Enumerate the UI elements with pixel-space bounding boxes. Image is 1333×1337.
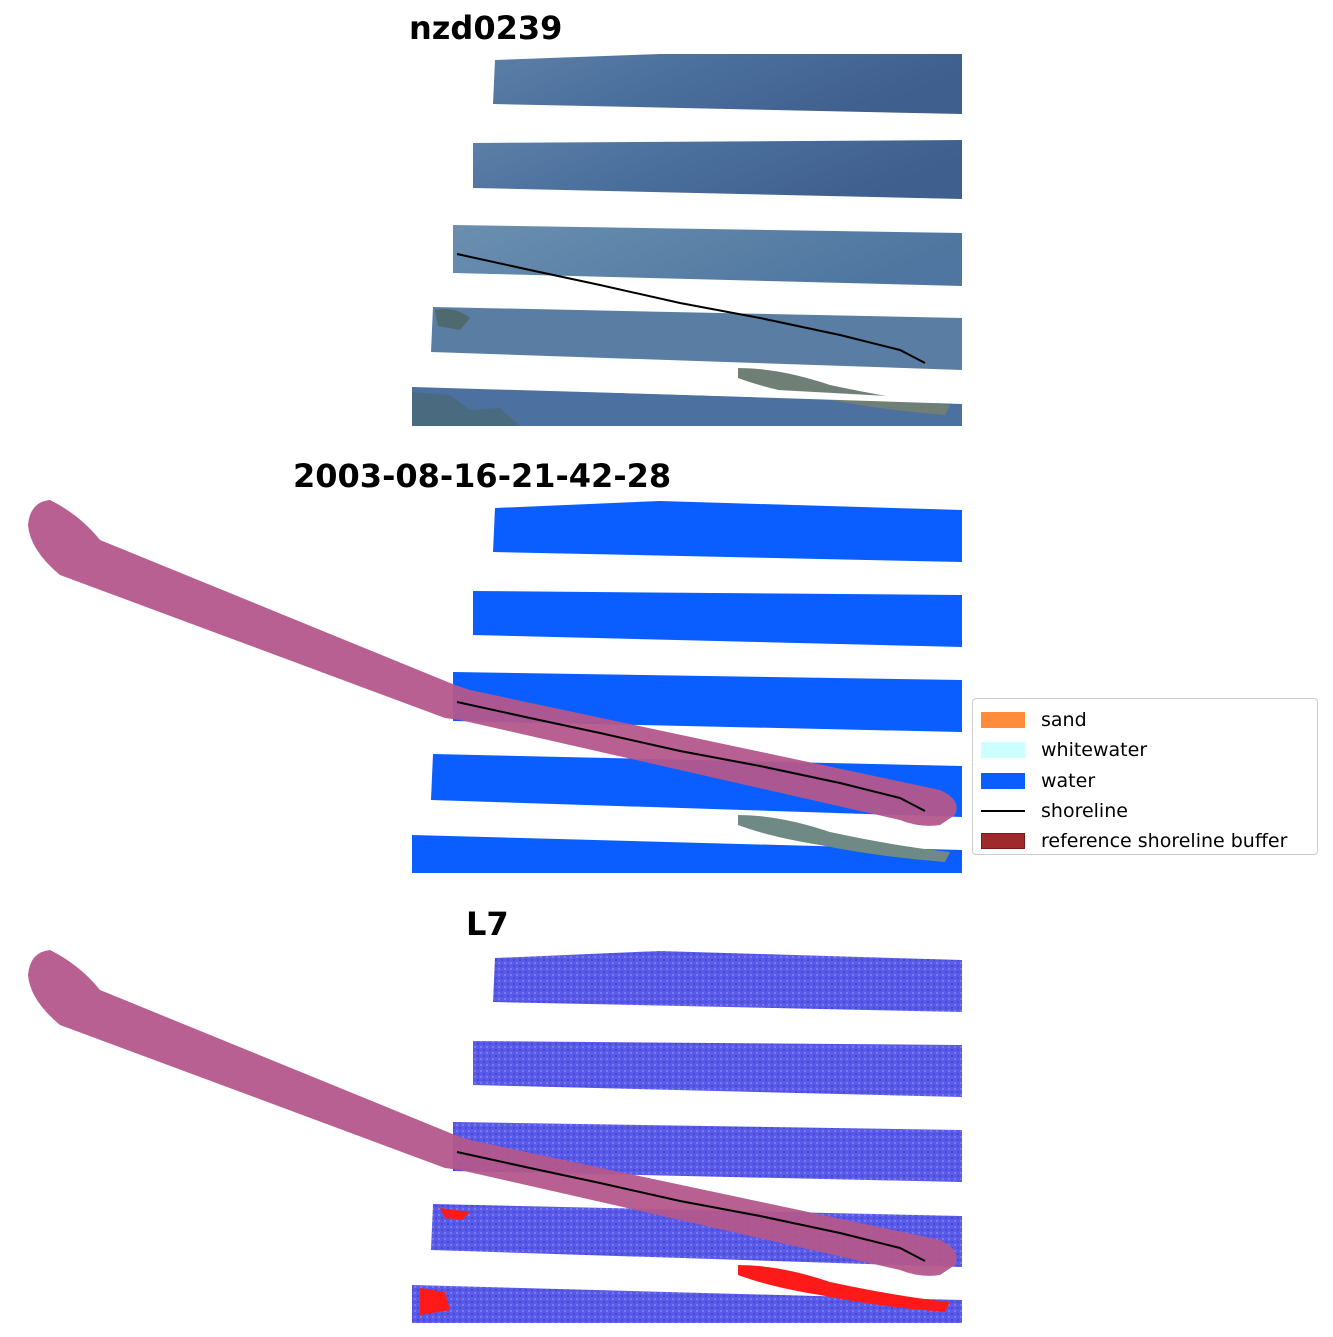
rgb-swath-4 <box>431 307 962 370</box>
legend-item-water: water <box>981 766 1309 796</box>
legend-label: whitewater <box>1041 739 1148 762</box>
legend-item-reference-buffer: reference shoreline buffer <box>981 826 1309 856</box>
legend-label: sand <box>1041 709 1087 732</box>
legend: sand whitewater water shoreline referenc… <box>972 698 1318 855</box>
legend-swatch-whitewater <box>981 742 1025 759</box>
rgb-swath-1 <box>493 54 962 114</box>
gap-stripe <box>412 370 962 404</box>
index-land-spit <box>738 1265 950 1312</box>
legend-label: shoreline <box>1041 800 1128 823</box>
reference-buffer <box>28 950 957 1276</box>
shoreline-line <box>456 1151 926 1262</box>
legend-swatch-water <box>981 772 1025 789</box>
rgb-image-panel <box>412 54 962 426</box>
rgb-swath-5 <box>412 387 962 426</box>
legend-swatch-sand <box>981 712 1025 729</box>
legend-label: water <box>1041 769 1096 792</box>
index-swath-5 <box>412 1285 962 1323</box>
rgb-swath-2 <box>473 140 962 199</box>
panel-title-index: L7 <box>466 905 509 943</box>
legend-swatch-shoreline <box>981 810 1025 813</box>
rgb-land-spit <box>738 368 950 415</box>
legend-item-shoreline: shoreline <box>981 796 1309 826</box>
reference-buffer <box>28 500 957 826</box>
legend-item-whitewater: whitewater <box>981 735 1309 765</box>
panel-title-classified: 2003-08-16-21-42-28 <box>293 457 672 495</box>
index-land-sw <box>420 1288 450 1315</box>
water-swath-1 <box>493 501 962 562</box>
classified-image-panel <box>28 500 962 873</box>
index-image-panel <box>28 950 962 1323</box>
legend-label: reference shoreline buffer <box>1041 830 1288 853</box>
legend-item-sand: sand <box>981 705 1309 735</box>
water-swath-2 <box>473 591 962 647</box>
index-land-west <box>440 1208 470 1220</box>
shoreline-line <box>456 701 926 812</box>
rgb-land-west <box>435 309 470 330</box>
panel-title-rgb: nzd0239 <box>409 9 563 47</box>
rgb-swath-3 <box>453 225 962 286</box>
index-swath-1 <box>493 951 962 1012</box>
legend-swatch-reference-buffer <box>981 833 1025 850</box>
index-swath-2 <box>473 1041 962 1097</box>
shoreline-line <box>456 253 926 364</box>
water-swath-5 <box>412 835 962 873</box>
land-spit <box>738 815 950 862</box>
rgb-land-sw <box>412 392 520 426</box>
